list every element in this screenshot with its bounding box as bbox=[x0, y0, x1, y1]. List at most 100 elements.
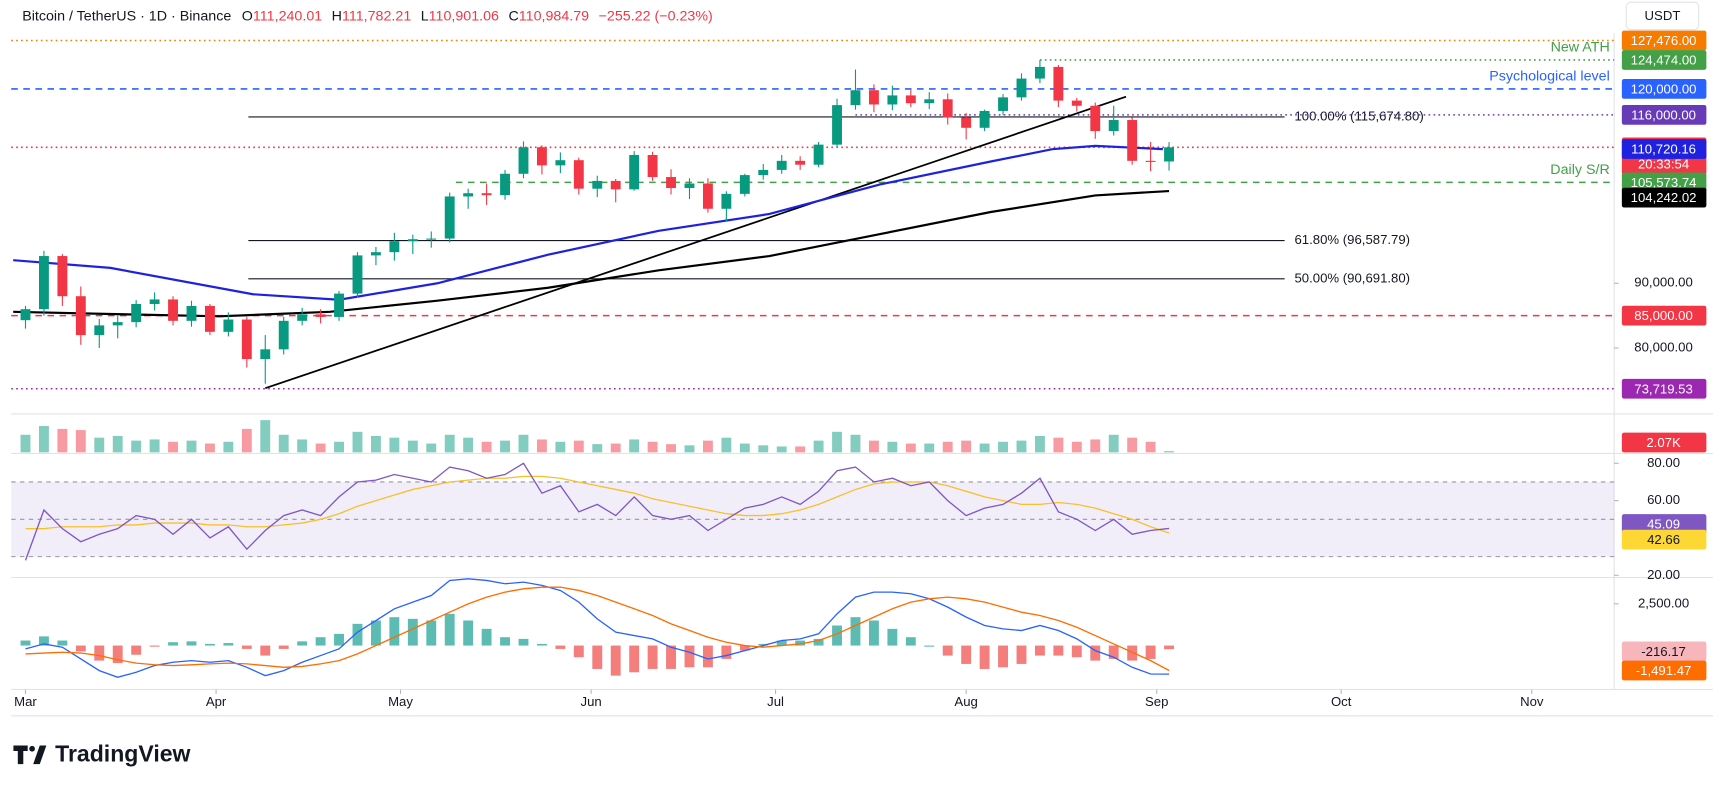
volume-bar bbox=[1016, 440, 1027, 453]
candle-body bbox=[1164, 147, 1174, 162]
rsi-label: 42.66 bbox=[1647, 532, 1680, 547]
ma-label: 104,242.02 bbox=[1631, 190, 1697, 205]
macd-histogram bbox=[75, 645, 86, 652]
price-label-box bbox=[1621, 30, 1707, 51]
volume-bar bbox=[536, 439, 547, 453]
candle-body bbox=[500, 173, 510, 196]
x-tick-label: Jun bbox=[581, 694, 602, 709]
ohlc-value: 111,782.21 bbox=[342, 8, 411, 24]
macd-histogram bbox=[1016, 645, 1027, 664]
candle-body bbox=[979, 110, 990, 128]
candle-body bbox=[868, 90, 879, 105]
level-text: New ATH bbox=[1551, 40, 1610, 56]
signal-line bbox=[25, 586, 1170, 672]
volume-bar bbox=[186, 440, 197, 453]
volume-bar bbox=[905, 443, 916, 453]
candle-body bbox=[278, 320, 289, 350]
candle-body bbox=[758, 169, 769, 176]
candle-body bbox=[75, 296, 86, 336]
price-label-box bbox=[1621, 305, 1707, 326]
macd-histogram bbox=[813, 638, 824, 646]
x-tick-label: Oct bbox=[1331, 694, 1352, 709]
candle-body bbox=[315, 314, 326, 317]
macd-histogram bbox=[168, 642, 178, 646]
volume-bar bbox=[426, 443, 437, 453]
volume-bar bbox=[832, 431, 842, 453]
candle-body bbox=[536, 147, 547, 166]
brand: TradingView bbox=[55, 740, 190, 766]
volume-bar bbox=[241, 428, 252, 453]
moving-average bbox=[13, 189, 1170, 318]
volume-bar bbox=[1053, 437, 1064, 453]
volume-bar bbox=[518, 434, 529, 453]
macd-histogram bbox=[1053, 645, 1064, 656]
volume-bar bbox=[647, 441, 658, 453]
rsi-line bbox=[24, 462, 1170, 561]
candle-body bbox=[666, 177, 676, 189]
candle-body bbox=[426, 238, 437, 240]
x-tick-label: Nov bbox=[1520, 694, 1544, 709]
candle-body bbox=[1108, 120, 1119, 132]
candle-body bbox=[684, 183, 695, 189]
volume-bar bbox=[1090, 439, 1101, 453]
candle-body bbox=[131, 303, 142, 323]
y-tick-label: 20.00 bbox=[1647, 567, 1680, 582]
price-label: 127,476.00 bbox=[1631, 33, 1697, 48]
candle-body bbox=[389, 241, 400, 253]
macd-histogram bbox=[186, 641, 197, 646]
volume-bar bbox=[38, 425, 49, 453]
currency-button[interactable] bbox=[1625, 1, 1700, 31]
rsi-label: 45.09 bbox=[1647, 517, 1680, 532]
volume-bar bbox=[721, 437, 732, 453]
macd-histogram bbox=[370, 620, 381, 646]
volume-bar bbox=[1071, 441, 1082, 453]
macd-label: -1,491.47 bbox=[1636, 663, 1692, 678]
candle-body bbox=[998, 97, 1008, 111]
candle-body bbox=[481, 193, 492, 196]
volume-bar bbox=[1164, 451, 1174, 453]
frame bbox=[11, 32, 1713, 717]
y-tick-label: 60.00 bbox=[1647, 492, 1680, 507]
volume-bar bbox=[57, 428, 68, 453]
price-label: 120,000.00 bbox=[1631, 82, 1697, 97]
candle-body bbox=[370, 252, 381, 256]
macd-histogram bbox=[20, 640, 31, 646]
macd-histogram bbox=[334, 633, 344, 646]
volume-bar bbox=[610, 443, 621, 453]
volume-bar bbox=[168, 441, 178, 453]
candle-body bbox=[721, 193, 732, 209]
countdown: 20:33:54 bbox=[1638, 156, 1689, 171]
candle-body bbox=[94, 325, 105, 336]
candle-body bbox=[38, 256, 49, 310]
volume-bar bbox=[75, 430, 86, 453]
volume-bar bbox=[389, 437, 400, 453]
volume-bar bbox=[315, 443, 326, 453]
volume-bar bbox=[223, 441, 234, 453]
candle-body bbox=[241, 319, 252, 360]
volume-bar bbox=[94, 437, 105, 453]
macd-histogram bbox=[850, 617, 861, 646]
y-tick-label: 2,500.00 bbox=[1638, 595, 1689, 610]
currency[interactable]: USDT bbox=[1645, 8, 1681, 23]
macd-histogram bbox=[739, 645, 750, 651]
macd-histogram bbox=[352, 623, 363, 646]
candle-body bbox=[20, 309, 31, 321]
candle-body bbox=[149, 299, 160, 304]
ohlc-value: 111,240.01 bbox=[253, 8, 322, 24]
macd-histogram bbox=[500, 637, 510, 646]
volume-bar bbox=[555, 441, 566, 453]
candle-body bbox=[739, 175, 750, 194]
macd-label-box bbox=[1621, 660, 1707, 681]
candle-body bbox=[204, 305, 215, 332]
ohlc-value: 110,901.06 bbox=[429, 8, 499, 24]
x-tick-label: Apr bbox=[206, 694, 227, 709]
candle-body bbox=[1071, 100, 1082, 106]
candle-body bbox=[887, 95, 898, 105]
ohlc-key: L bbox=[421, 8, 429, 24]
candle-body bbox=[444, 196, 455, 239]
ma-label: 110,720.16 bbox=[1631, 142, 1696, 157]
macd-histogram bbox=[407, 618, 418, 646]
macd-histogram bbox=[1034, 645, 1045, 656]
volume-bar bbox=[407, 440, 418, 453]
